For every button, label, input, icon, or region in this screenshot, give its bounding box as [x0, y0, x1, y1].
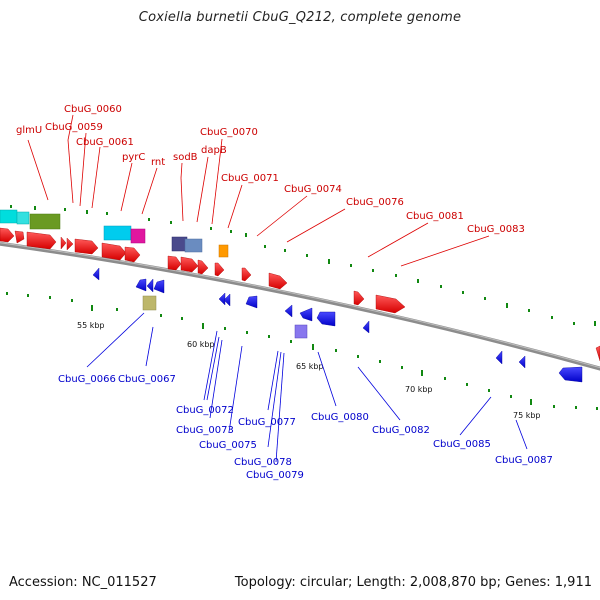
gene-rev: [495, 350, 503, 365]
ruler-label-70: 70 kbp: [405, 385, 433, 394]
forward-genes: [0, 227, 600, 362]
gene-label-cbug-0059: CbuG_0059: [45, 122, 103, 133]
gene-label-cbug-0071: CbuG_0071: [221, 173, 279, 184]
gene-label-cbug-0080: CbuG_0080: [311, 412, 369, 423]
gene-label-cbug-0061: CbuG_0061: [76, 137, 134, 148]
gene-label-cbug-0066: CbuG_0066: [58, 374, 116, 385]
gene-rev: [146, 278, 154, 293]
reverse-genes: [92, 267, 583, 383]
gene-label-cbug-0078: CbuG_0078: [234, 457, 292, 468]
cog-box-khaki: [142, 295, 157, 311]
gene-label-cbug-0079: CbuG_0079: [246, 470, 304, 481]
cog-box-olive: [29, 213, 61, 230]
gene-fwd: [214, 262, 225, 277]
gene-fwd: [180, 256, 199, 273]
ruler-label-65: 65 kbp: [296, 362, 324, 371]
inner-ring-ticks: [6, 292, 598, 410]
gene-fwd: [375, 294, 406, 314]
gene-label-glmU: glmU: [16, 125, 42, 136]
gene-rev: [153, 279, 165, 294]
gene-fwd: [14, 230, 25, 244]
gene-label-cbug-0072: CbuG_0072: [176, 405, 234, 416]
genome-backbone: [0, 241, 600, 371]
gene-fwd: [167, 255, 182, 271]
map-title: Coxiella burnetii CbuG_Q212, complete ge…: [138, 10, 462, 25]
gene-fwd: [26, 231, 57, 250]
gene-label-cbug-0074: CbuG_0074: [284, 184, 342, 195]
gene-rev: [245, 295, 258, 309]
gene-label-cbug-0077: CbuG_0077: [238, 417, 296, 428]
ruler-label-60: 60 kbp: [187, 340, 215, 349]
gene-rev: [362, 320, 370, 334]
reverse-leader-lines: [86, 312, 528, 463]
genome-info-text: Topology: circular; Length: 2,008,870 bp…: [234, 575, 592, 590]
gene-fwd: [268, 272, 288, 290]
cog-box-cyan-1: [0, 209, 18, 224]
gene-rev: [558, 366, 583, 383]
genome-backbone-highlight: [0, 242, 600, 369]
forward-leader-lines: [27, 114, 490, 267]
cog-box-cyan-2: [16, 211, 30, 225]
gene-fwd: [595, 345, 600, 362]
gene-fwd: [60, 236, 67, 250]
gene-label-sodB: sodB: [173, 152, 198, 163]
gene-rev: [299, 307, 313, 322]
cog-box-cyan-3: [103, 225, 132, 241]
gene-fwd: [124, 246, 141, 263]
gene-label-cbug-0082: CbuG_0082: [372, 425, 430, 436]
cog-box-steel: [184, 238, 203, 253]
gene-label-cbug-0070: CbuG_0070: [200, 127, 258, 138]
gene-rev: [218, 292, 226, 306]
ruler-labels: 55 kbp 60 kbp 65 kbp 70 kbp 75 kbp: [77, 321, 541, 420]
accession-text: Accession: NC_011527: [9, 575, 157, 590]
gene-label-pyrC: pyrC: [122, 152, 145, 163]
gene-rev: [518, 355, 526, 369]
gene-label-rnt: rnt: [151, 157, 165, 168]
gene-fwd: [66, 237, 74, 251]
gene-fwd: [101, 242, 127, 261]
forward-gene-labels: glmU CbuG_0060 CbuG_0059 CbuG_0061 pyrC …: [16, 104, 525, 235]
gene-label-cbug-0073: CbuG_0073: [176, 425, 234, 436]
outer-ring-ticks: [10, 205, 596, 326]
ruler-label-75: 75 kbp: [513, 411, 541, 420]
gene-rev: [284, 304, 293, 318]
gene-label-cbug-0085: CbuG_0085: [433, 439, 491, 450]
gene-rev: [92, 267, 100, 281]
gene-fwd: [197, 259, 209, 275]
cog-box-violet: [294, 324, 308, 339]
cog-box-orange: [218, 244, 229, 258]
gene-label-cbug-0081: CbuG_0081: [406, 211, 464, 222]
gene-label-cbug-0083: CbuG_0083: [467, 224, 525, 235]
gene-fwd: [74, 238, 99, 255]
gene-fwd: [353, 290, 365, 306]
reverse-gene-labels: CbuG_0066 CbuG_0067 CbuG_0072 CbuG_0073 …: [58, 374, 553, 481]
gene-rev: [223, 293, 231, 307]
gene-rev: [135, 278, 147, 292]
gene-label-cbug-0075: CbuG_0075: [199, 440, 257, 451]
gene-label-cbug-0060: CbuG_0060: [64, 104, 122, 115]
gene-rev: [316, 311, 336, 327]
gene-label-cbug-0076: CbuG_0076: [346, 197, 404, 208]
gene-label-dapB: dapB: [201, 145, 227, 156]
cog-box-magenta: [130, 228, 146, 244]
gene-fwd: [0, 227, 15, 243]
cog-boxes: [0, 209, 308, 339]
gene-label-cbug-0087: CbuG_0087: [495, 455, 553, 466]
gene-label-cbug-0067: CbuG_0067: [118, 374, 176, 385]
gene-fwd: [241, 267, 252, 282]
ruler-label-55: 55 kbp: [77, 321, 105, 330]
